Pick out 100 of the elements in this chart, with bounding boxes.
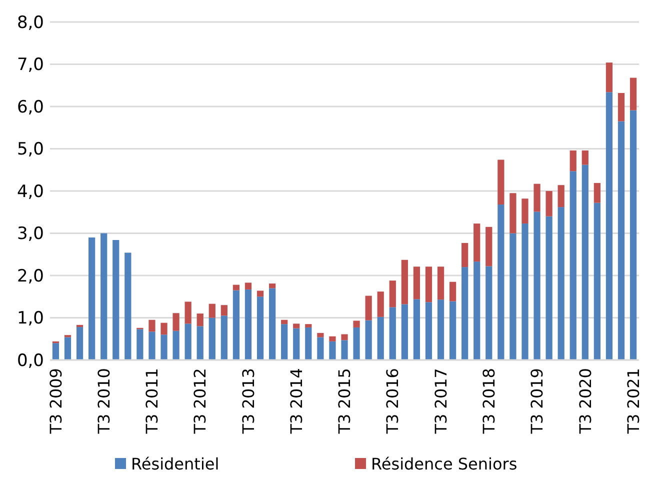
bar xyxy=(570,150,576,172)
bar xyxy=(449,301,456,360)
y-tick-label: 8,0 xyxy=(16,12,44,33)
bar xyxy=(184,324,192,360)
bar xyxy=(558,185,564,208)
bar xyxy=(160,322,168,335)
bar xyxy=(546,216,552,360)
y-tick-label: 5,0 xyxy=(16,140,44,160)
bar xyxy=(136,329,144,360)
bar xyxy=(606,62,613,92)
bar xyxy=(208,304,216,318)
bar xyxy=(630,110,637,360)
x-tick-label: T3 2012 xyxy=(190,368,210,435)
bar xyxy=(522,224,528,360)
bar xyxy=(256,290,264,297)
x-tick-label: T3 2014 xyxy=(286,368,306,435)
bar xyxy=(510,233,516,360)
bar xyxy=(329,336,336,342)
bar xyxy=(377,316,384,360)
bar xyxy=(76,327,84,360)
bar xyxy=(618,92,625,122)
bar xyxy=(52,343,60,360)
bar xyxy=(232,290,240,360)
x-tick-label: T3 2013 xyxy=(238,368,258,435)
bar xyxy=(474,224,480,262)
bar xyxy=(606,92,613,360)
bar xyxy=(582,164,588,360)
bar xyxy=(232,284,240,290)
bar xyxy=(534,212,540,360)
bar xyxy=(353,327,360,360)
bar xyxy=(401,304,408,360)
bar xyxy=(413,266,420,300)
bar xyxy=(268,284,276,288)
bar xyxy=(522,198,528,224)
bar xyxy=(317,337,324,360)
bar xyxy=(196,326,204,360)
y-tick-label: 3,0 xyxy=(16,224,44,244)
bar xyxy=(148,320,156,332)
bar xyxy=(425,302,432,360)
bar xyxy=(462,267,468,360)
bar xyxy=(88,237,96,360)
y-tick-label: 2,0 xyxy=(16,266,44,286)
bar xyxy=(353,320,360,328)
bar xyxy=(401,260,408,304)
bar xyxy=(389,280,396,308)
x-tick-label: T3 2020 xyxy=(576,368,595,435)
bar xyxy=(558,207,564,360)
y-tick-label: 1,0 xyxy=(16,308,44,329)
bar xyxy=(341,334,348,340)
bar xyxy=(630,78,637,110)
x-tick-label: T3 2015 xyxy=(335,368,354,435)
y-tick-label: 0,0 xyxy=(16,350,44,371)
bar xyxy=(268,288,276,360)
x-tick-label: T3 2019 xyxy=(528,368,547,435)
bar xyxy=(293,328,300,360)
y-tick-label: 7,0 xyxy=(16,55,44,76)
bar xyxy=(534,184,540,212)
bar xyxy=(148,332,156,360)
bar xyxy=(425,266,432,302)
bar xyxy=(498,160,504,205)
bar xyxy=(244,289,252,360)
bar xyxy=(618,121,625,360)
bar xyxy=(546,191,552,216)
bar xyxy=(220,305,228,316)
bar xyxy=(293,324,300,328)
x-tick-label: T3 2016 xyxy=(383,368,402,435)
bar xyxy=(244,282,252,290)
bar xyxy=(510,193,516,234)
bar xyxy=(462,242,468,268)
bar xyxy=(594,202,600,360)
x-tick-label: T3 2010 xyxy=(94,368,114,435)
bar xyxy=(474,262,480,360)
bar xyxy=(281,320,288,324)
x-tick-label: T3 2017 xyxy=(431,368,450,435)
bar xyxy=(341,340,348,360)
x-tick-label: T3 2009 xyxy=(46,368,66,435)
bar xyxy=(281,324,288,360)
bar xyxy=(256,296,264,360)
bar xyxy=(124,252,132,360)
bar xyxy=(437,300,444,360)
bar xyxy=(220,316,228,360)
bar xyxy=(329,341,336,360)
bar xyxy=(172,313,180,331)
bar xyxy=(208,318,216,360)
bar xyxy=(594,182,600,203)
x-tick-label: T3 2021 xyxy=(624,368,643,435)
bar xyxy=(437,266,444,300)
bar xyxy=(305,327,312,360)
bar xyxy=(413,299,420,360)
bar xyxy=(486,226,492,266)
bar xyxy=(305,324,312,328)
y-tick-label: 4,0 xyxy=(16,182,44,202)
bar xyxy=(449,282,456,302)
y-tick-label: 6,0 xyxy=(16,97,44,118)
bar xyxy=(377,292,384,317)
bar xyxy=(76,324,84,328)
bar xyxy=(317,332,324,338)
legend-label: Résidentiel xyxy=(131,454,220,474)
bar xyxy=(498,204,504,360)
legend-label: Résidence Seniors xyxy=(371,454,518,474)
